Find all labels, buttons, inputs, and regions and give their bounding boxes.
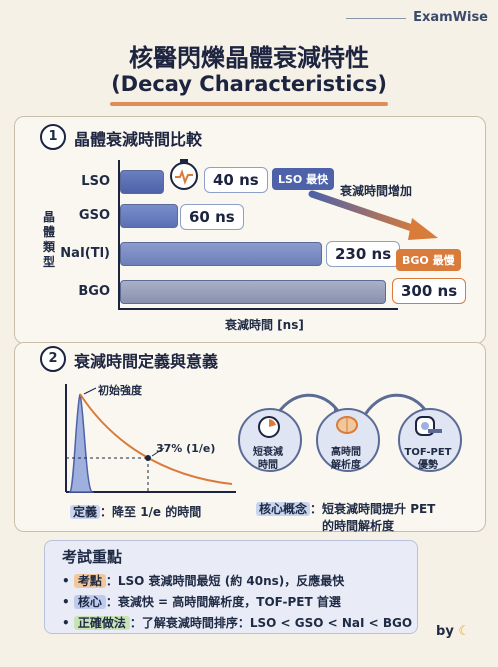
section-1-number: 1 [40,124,66,150]
percent-37-label: 37% (1/e) [156,442,216,455]
row-label-gso: GSO [78,208,110,223]
brain-icon [336,416,358,434]
exam-title: 考試重點 [62,548,123,566]
flow-label-1: 短衰減 時間 [253,447,283,471]
y-axis [118,160,120,310]
definition-key: 定義 [70,505,101,519]
exam-item-2: • 核心 ：衰減快 = 高時間解析度，TOF-PET 首選 [62,595,341,609]
concept-text-2: 的時間解析度 [322,519,395,533]
footer-by-text: by [436,624,454,639]
row-label-lso: LSO [81,174,110,189]
bar-gso [120,204,178,228]
exam-text-2: ：衰減快 = 高時間解析度，TOF-PET 首選 [105,595,341,609]
page-subtitle: (Decay Characteristics) [111,72,387,96]
exam-key-3: 正確做法 [73,616,130,630]
section-2-number: 2 [40,346,66,372]
initial-intensity-label: 初始強度 [98,384,142,397]
y-axis-label: 晶體類型 [42,210,55,269]
value-lso: 40 ns [204,167,268,193]
value-gso: 60 ns [180,204,244,230]
value-nai: 230 ns [326,241,401,267]
banana-logo-icon: ☾ [458,624,470,639]
flow-label-2: 高時間 解析度 [331,447,361,471]
exam-key-1: 考點 [73,574,106,588]
exam-text-3: ：了解衰減時間排序：LSO < GSO < NaI < BGO [129,616,413,630]
exam-item-1: • 考點 ：LSO 衰減時間最短 (約 40ns)，反應最快 [62,574,345,588]
page-title: 核醫閃爍晶體衰減特性 [129,44,369,72]
row-label-bgo: BGO [78,284,110,299]
exam-key-2: 核心 [73,595,106,609]
bar-lso [120,170,164,194]
bar-bgo [120,280,386,304]
stopwatch-icon [170,159,198,190]
trend-label: 衰減時間增加 [340,184,413,198]
brand-divider [346,18,406,19]
tag-fastest: LSO 最快 [272,168,335,190]
definition-text: 定義 ：降至 1/e 的時間 [70,503,201,520]
core-concept: 核心概念 ：短衰減時間提升 PET 的時間解析度 [256,501,435,535]
brand-name: ExamWise [413,10,488,25]
concept-key: 核心概念 [256,502,311,516]
value-bgo: 300 ns [392,278,467,304]
bar-nai [120,242,322,266]
tag-slowest: BGO 最慢 [396,249,461,271]
x-axis [118,308,398,310]
exam-text-1: ：LSO 衰減時間最短 (約 40ns)，反應最快 [105,574,345,588]
section-2-title: 衰減時間定義與意義 [74,352,219,371]
x-axis-label: 衰減時間 [ns] [225,318,304,332]
exam-item-3: • 正確做法 ：了解衰減時間排序：LSO < GSO < NaI < BGO [62,616,413,630]
definition-value: ：降至 1/e 的時間 [100,505,202,519]
title-underline [110,102,388,106]
row-label-nai: NaI(Tl) [60,246,110,261]
concept-text: ：短衰減時間提升 PET [310,502,436,516]
footer-by: by ☾ [436,624,470,639]
timer-icon [258,416,280,438]
flow-label-3: TOF-PET 優勢 [404,447,452,471]
decay-curve-graph [65,384,236,493]
pet-scanner-icon [415,416,442,436]
trend-arrow-icon [308,190,438,240]
section-1-title: 晶體衰減時間比較 [74,130,203,149]
